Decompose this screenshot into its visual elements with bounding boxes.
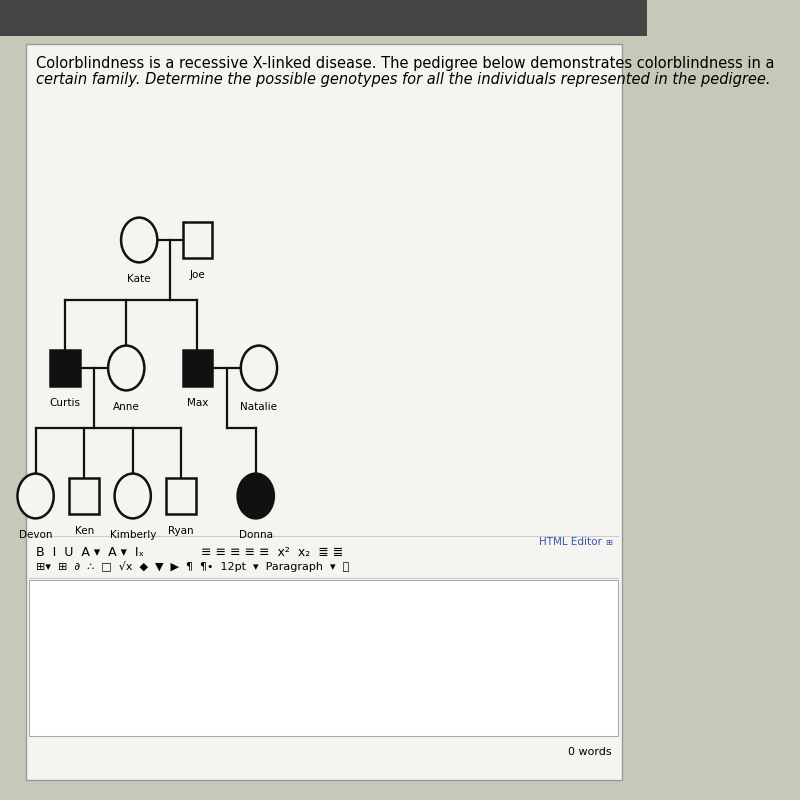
Text: Donna: Donna bbox=[238, 530, 273, 541]
Text: Kate: Kate bbox=[127, 274, 151, 285]
Bar bbox=[29, 580, 618, 736]
Text: Max: Max bbox=[186, 398, 208, 408]
Bar bbox=[166, 478, 196, 514]
Text: Devon: Devon bbox=[19, 530, 52, 541]
Text: Joe: Joe bbox=[190, 270, 206, 281]
Bar bbox=[182, 222, 212, 258]
Circle shape bbox=[18, 474, 54, 518]
Bar bbox=[182, 350, 212, 386]
Bar bbox=[70, 478, 99, 514]
Text: HTML Editor: HTML Editor bbox=[539, 538, 602, 547]
Circle shape bbox=[241, 346, 277, 390]
Bar bbox=[0, 0, 647, 36]
Circle shape bbox=[114, 474, 151, 518]
Circle shape bbox=[108, 346, 144, 390]
Text: Colorblindness is a recessive X-linked disease. The pedigree below demonstrates : Colorblindness is a recessive X-linked d… bbox=[36, 56, 774, 71]
Text: Anne: Anne bbox=[113, 402, 140, 413]
Text: Natalie: Natalie bbox=[241, 402, 278, 413]
Text: Kimberly: Kimberly bbox=[110, 530, 156, 541]
Circle shape bbox=[121, 218, 158, 262]
Text: Ken: Ken bbox=[74, 526, 94, 537]
Text: ⊞: ⊞ bbox=[606, 538, 612, 547]
Text: Curtis: Curtis bbox=[50, 398, 80, 408]
Text: certain family. Determine the possible genotypes for all the individuals represe: certain family. Determine the possible g… bbox=[36, 72, 770, 87]
Text: ≡ ≡ ≡ ≡ ≡  x²  x₂  ≣ ≣: ≡ ≡ ≡ ≡ ≡ x² x₂ ≣ ≣ bbox=[201, 546, 343, 558]
Text: Ryan: Ryan bbox=[169, 526, 194, 537]
Text: B  I  U  A ▾  A ▾  Iₓ: B I U A ▾ A ▾ Iₓ bbox=[36, 546, 144, 558]
Circle shape bbox=[238, 474, 274, 518]
Text: ⊞▾  ⊞  ∂  ∴  □  √x  ◆  ▼  ▶  ¶  ¶•  12pt  ▾  Paragraph  ▾  Ⓐ: ⊞▾ ⊞ ∂ ∴ □ √x ◆ ▼ ▶ ¶ ¶• 12pt ▾ Paragrap… bbox=[36, 561, 349, 572]
Bar bbox=[50, 350, 80, 386]
Text: 0 words: 0 words bbox=[568, 747, 612, 757]
